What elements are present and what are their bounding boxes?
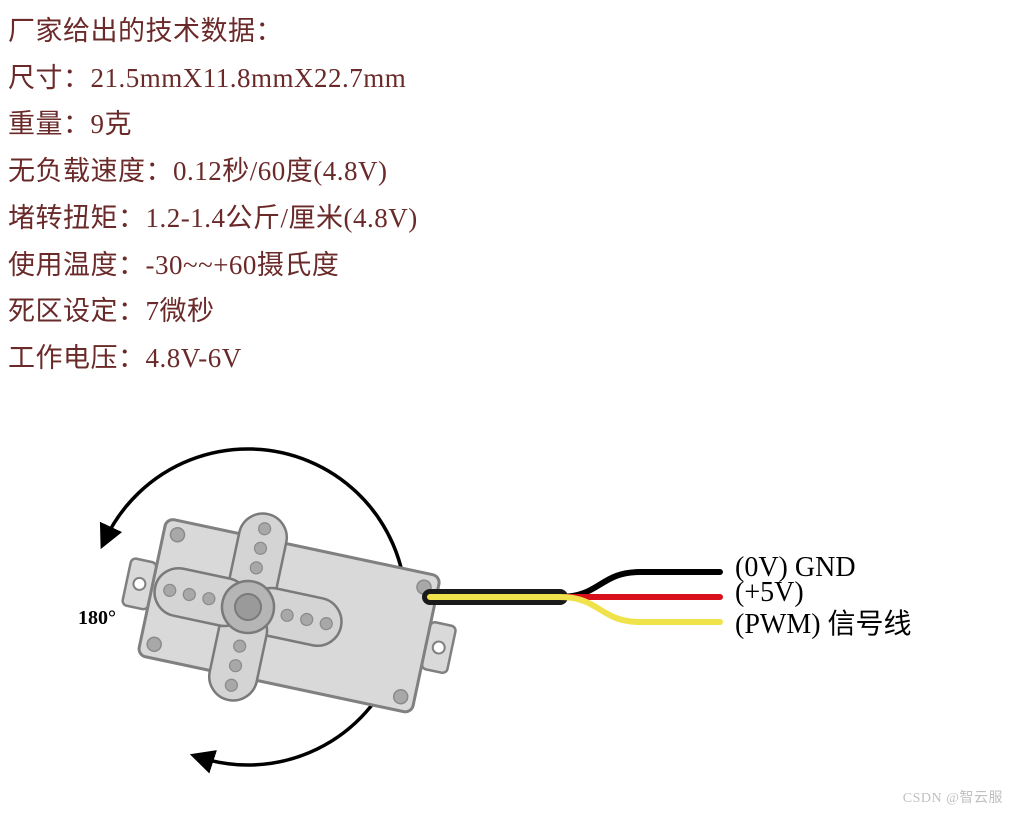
spec-line: 无负载速度：0.12秒/60度(4.8V) [8,148,1013,195]
spec-value: 9克 [91,109,133,139]
wire-label-cn: 信号线 [828,609,912,640]
wire-label-ext: GND [795,552,856,583]
wire-label-en: (PWM) [735,609,828,640]
spec-line: 堵转扭矩：1.2-1.4公斤/厘米(4.8V) [8,195,1013,242]
wire-label: (PWM) 信号线 [735,602,912,642]
servo-diagram: 180° (0V) GND(+5V)(PWM) 信号线 [0,442,1013,812]
spec-line: 尺寸：21.5mmX11.8mmX22.7mm [8,55,1013,102]
spec-value: 0.12秒/60度(4.8V) [173,156,387,186]
specs-block: 厂家给出的技术数据： 尺寸：21.5mmX11.8mmX22.7mm重量：9克无… [0,0,1013,382]
spec-value: 1.2-1.4公斤/厘米(4.8V) [146,203,418,233]
spec-label: 死区设定： [8,296,146,326]
spec-value: 7微秒 [146,296,215,326]
watermark: CSDN @智云服 [903,787,1003,807]
spec-label: 工作电压： [8,343,146,373]
spec-label: 堵转扭矩： [8,203,146,233]
spec-label: 尺寸： [8,63,91,93]
specs-title: 厂家给出的技术数据： [8,8,1013,55]
spec-label: 使用温度： [8,250,146,280]
spec-label: 无负载速度： [8,156,173,186]
servo-group [107,488,471,743]
spec-line: 工作电压：4.8V-6V [8,335,1013,382]
spec-value: 4.8V-6V [146,343,242,373]
spec-value: -30~~+60摄氏度 [146,250,340,280]
angle-label: 180° [78,607,116,630]
spec-line: 使用温度：-30~~+60摄氏度 [8,242,1013,289]
spec-label: 重量： [8,109,91,139]
spec-value: 21.5mmX11.8mmX22.7mm [91,63,407,93]
spec-line: 重量：9克 [8,101,1013,148]
spec-line: 死区设定：7微秒 [8,288,1013,335]
